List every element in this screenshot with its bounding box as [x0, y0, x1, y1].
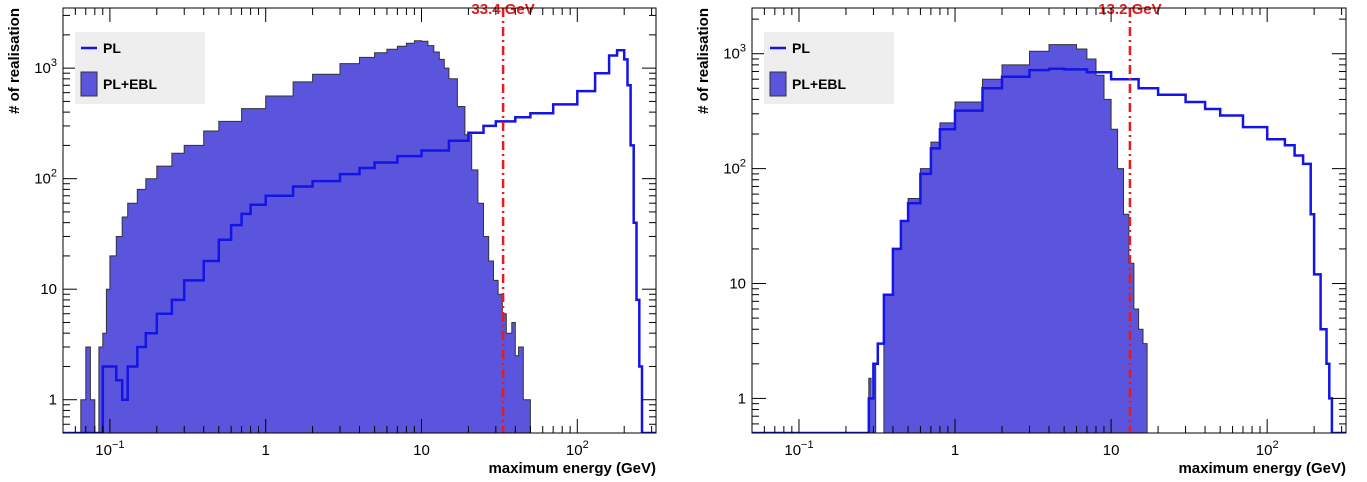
chart-panel-2: 13.2 GeV 10−1 1 10 102 1 10 102 103 maximum energ… — [695, 1, 1347, 477]
cut-label: 33.4 GeV — [471, 1, 534, 18]
y-tick-label: 102 — [34, 168, 57, 188]
legend: PL PL+EBL — [75, 32, 205, 104]
legend-label: PL — [792, 40, 810, 56]
y-tick-label: 10 — [40, 281, 57, 298]
legend: PL PL+EBL — [764, 32, 894, 104]
y-tick-label: 10 — [729, 276, 746, 293]
chart-panel-1: 33.4 GeV 10−1 1 10 102 1 10 102 103 maximum energ… — [6, 1, 657, 477]
x-tick-label: 10 — [1103, 442, 1120, 459]
x-tick-label: 102 — [566, 439, 589, 459]
legend-swatch-fill — [769, 71, 787, 97]
y-axis-title: # of realisation — [695, 8, 712, 114]
y-tick-label: 102 — [723, 158, 746, 178]
y-tick-label: 1 — [738, 390, 746, 407]
plot-area — [63, 40, 656, 433]
y-tick-label: 103 — [723, 43, 746, 63]
x-tick-label: 10−1 — [95, 439, 124, 459]
legend-label: PL+EBL — [792, 76, 847, 92]
series-pl-line — [752, 67, 1346, 433]
y-axis-title: # of realisation — [6, 8, 23, 114]
x-tick-label: 1 — [262, 442, 270, 459]
x-tick-label: 102 — [1256, 439, 1279, 459]
legend-swatch-fill — [80, 71, 98, 97]
cut-label: 13.2 GeV — [1098, 1, 1161, 18]
x-axis-title: maximum energy (GeV) — [1178, 460, 1346, 477]
x-axis-title: maximum energy (GeV) — [488, 460, 656, 477]
x-tick-label: 1 — [951, 442, 959, 459]
y-tick-label: 1 — [49, 392, 57, 409]
y-tick-label: 103 — [34, 57, 57, 77]
x-tick-label: 10−1 — [784, 439, 813, 459]
series-pl-line — [63, 49, 656, 433]
x-tick-label: 10 — [413, 442, 430, 459]
legend-label: PL+EBL — [103, 76, 158, 92]
series-ebl-fill — [63, 40, 656, 433]
legend-label: PL — [103, 40, 121, 56]
